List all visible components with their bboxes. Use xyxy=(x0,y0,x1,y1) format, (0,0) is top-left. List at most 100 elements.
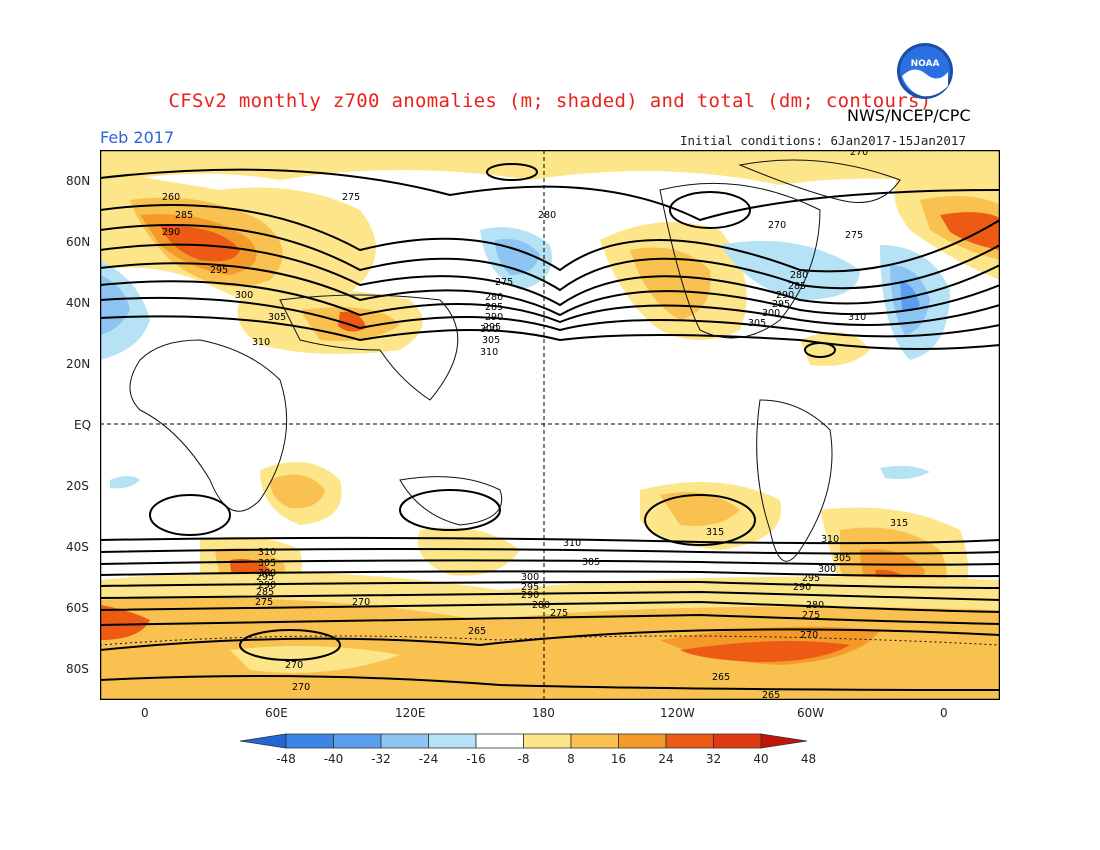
contour-label: 270 xyxy=(285,660,303,671)
lon-label-0-east: 0 xyxy=(940,706,948,720)
colorbar-tick-label: -32 xyxy=(371,752,391,766)
colorbar-arrow-right xyxy=(760,733,808,749)
colorbar-swatch xyxy=(713,733,762,749)
colorbar-ticks: -48 -40 -32 -24 -16 -8 8 16 24 32 40 48 xyxy=(276,752,816,766)
contour-label: 285 xyxy=(256,587,274,598)
agency-label: NWS/NCEP/CPC xyxy=(847,106,971,125)
contour-label: 305 xyxy=(748,318,766,329)
colorbar-arrow-left xyxy=(240,733,287,749)
colorbar-swatch xyxy=(618,733,667,749)
contour-label: 285 xyxy=(788,281,806,292)
contour-label: 315 xyxy=(890,518,908,529)
chart-title: CFSv2 monthly z700 anomalies (m; shaded)… xyxy=(168,90,932,112)
lat-label-40s: 40S xyxy=(66,540,89,554)
lat-label-20n: 20N xyxy=(66,357,91,371)
contour-label: 290 xyxy=(793,582,811,593)
contour-label: 280 xyxy=(806,600,824,611)
contour-label: 265 xyxy=(712,672,730,683)
forecast-month: Feb 2017 xyxy=(100,128,175,147)
noaa-logo: NOAA xyxy=(897,43,953,99)
coastlines xyxy=(100,159,1000,700)
map-frame xyxy=(100,150,1000,700)
contour-label: 270 xyxy=(292,682,310,693)
negative-anomaly-shading xyxy=(100,227,950,489)
contour-label: 290 xyxy=(776,290,794,301)
positive-anomaly-shading xyxy=(100,150,1000,700)
contour-label: 290 xyxy=(258,580,276,591)
lat-label-80n: 80N xyxy=(66,174,91,188)
contour-label: 300 xyxy=(480,324,498,335)
contour-label: 310 xyxy=(252,337,270,348)
contour-label: 275 xyxy=(255,597,273,608)
contour-label: 295 xyxy=(802,573,820,584)
colorbar-tick-label: 24 xyxy=(658,752,673,766)
lon-label-60w: 60W xyxy=(797,706,825,720)
colorbar-tick-label: 40 xyxy=(753,752,768,766)
lat-label-20s: 20S xyxy=(66,479,89,493)
contour-label: 280 xyxy=(532,600,550,611)
contour-label: 305 xyxy=(582,557,600,568)
contour-label: 265 xyxy=(468,626,486,637)
colorbar-tick-label: -16 xyxy=(466,752,486,766)
colorbar: -48 -40 -32 -24 -16 -8 8 16 24 32 40 48 xyxy=(240,733,816,766)
lat-label-80s: 80S xyxy=(66,662,89,676)
lon-label-120e: 120E xyxy=(395,706,426,720)
contour-label: 305 xyxy=(482,335,500,346)
contour-label: 270 xyxy=(850,150,868,158)
contour-label: 270 xyxy=(352,597,370,608)
contour-label: 270 xyxy=(768,220,786,231)
lon-label-0: 0 xyxy=(141,706,149,720)
contour-label: 295 xyxy=(483,322,501,333)
contour-label: 275 xyxy=(845,230,863,241)
contour-label: 310 xyxy=(480,347,498,358)
lat-label-eq: EQ xyxy=(74,418,92,432)
lon-label-120w: 120W xyxy=(660,706,695,720)
contour-label: 275 xyxy=(342,192,360,203)
colorbar-tick-label: 16 xyxy=(611,752,626,766)
contour-label: 295 xyxy=(521,582,539,593)
contour-label: 290 xyxy=(485,312,503,323)
lat-label-40n: 40N xyxy=(66,296,91,310)
colorbar-swatch xyxy=(333,733,382,749)
contour-label: 300 xyxy=(818,564,836,575)
contour-label: 310 xyxy=(821,534,839,545)
contour-label: 280 xyxy=(485,292,503,303)
contour-label: 310 xyxy=(563,538,581,549)
colorbar-swatch xyxy=(380,733,429,749)
contour-label: 285 xyxy=(175,210,193,221)
contour-label: 280 xyxy=(538,210,556,221)
anomaly-map: 260 285 290 295 300 305 310 275 280 275 … xyxy=(100,150,1000,700)
lon-label-60e: 60E xyxy=(265,706,288,720)
colorbar-swatches xyxy=(240,733,808,749)
lat-label-60s: 60S xyxy=(66,601,89,615)
initial-conditions: Initial conditions: 6Jan2017-15Jan2017 xyxy=(680,133,966,148)
lat-label-60n: 60N xyxy=(66,235,91,249)
contour-label: 310 xyxy=(848,312,866,323)
contour-label: 295 xyxy=(256,572,274,583)
colorbar-tick-label: -48 xyxy=(276,752,296,766)
contour-label: 300 xyxy=(258,568,276,579)
contour-label: 300 xyxy=(521,572,539,583)
contour-label: 270 xyxy=(800,630,818,641)
contour-label: 315 xyxy=(706,527,724,538)
colorbar-swatch xyxy=(285,733,334,749)
height-contours xyxy=(100,163,1000,691)
colorbar-swatch xyxy=(570,733,619,749)
contour-label: 290 xyxy=(521,590,539,601)
contour-label: 275 xyxy=(495,277,513,288)
contour-label: 300 xyxy=(762,308,780,319)
logo-text: NOAA xyxy=(911,59,940,69)
contour-label: 295 xyxy=(210,265,228,276)
colorbar-swatch xyxy=(428,733,477,749)
colorbar-swatch xyxy=(665,733,714,749)
lon-label-180: 180 xyxy=(532,706,555,720)
contour-label: 290 xyxy=(162,227,180,238)
colorbar-swatch xyxy=(475,733,524,749)
contour-label: 280 xyxy=(790,270,808,281)
contour-labels: 260 285 290 295 300 305 310 275 280 275 … xyxy=(162,150,908,700)
contour-label: 305 xyxy=(258,558,276,569)
contour-label: 305 xyxy=(833,553,851,564)
contour-label: 275 xyxy=(550,608,568,619)
contour-label: 265 xyxy=(762,690,780,700)
contour-label: 305 xyxy=(268,312,286,323)
